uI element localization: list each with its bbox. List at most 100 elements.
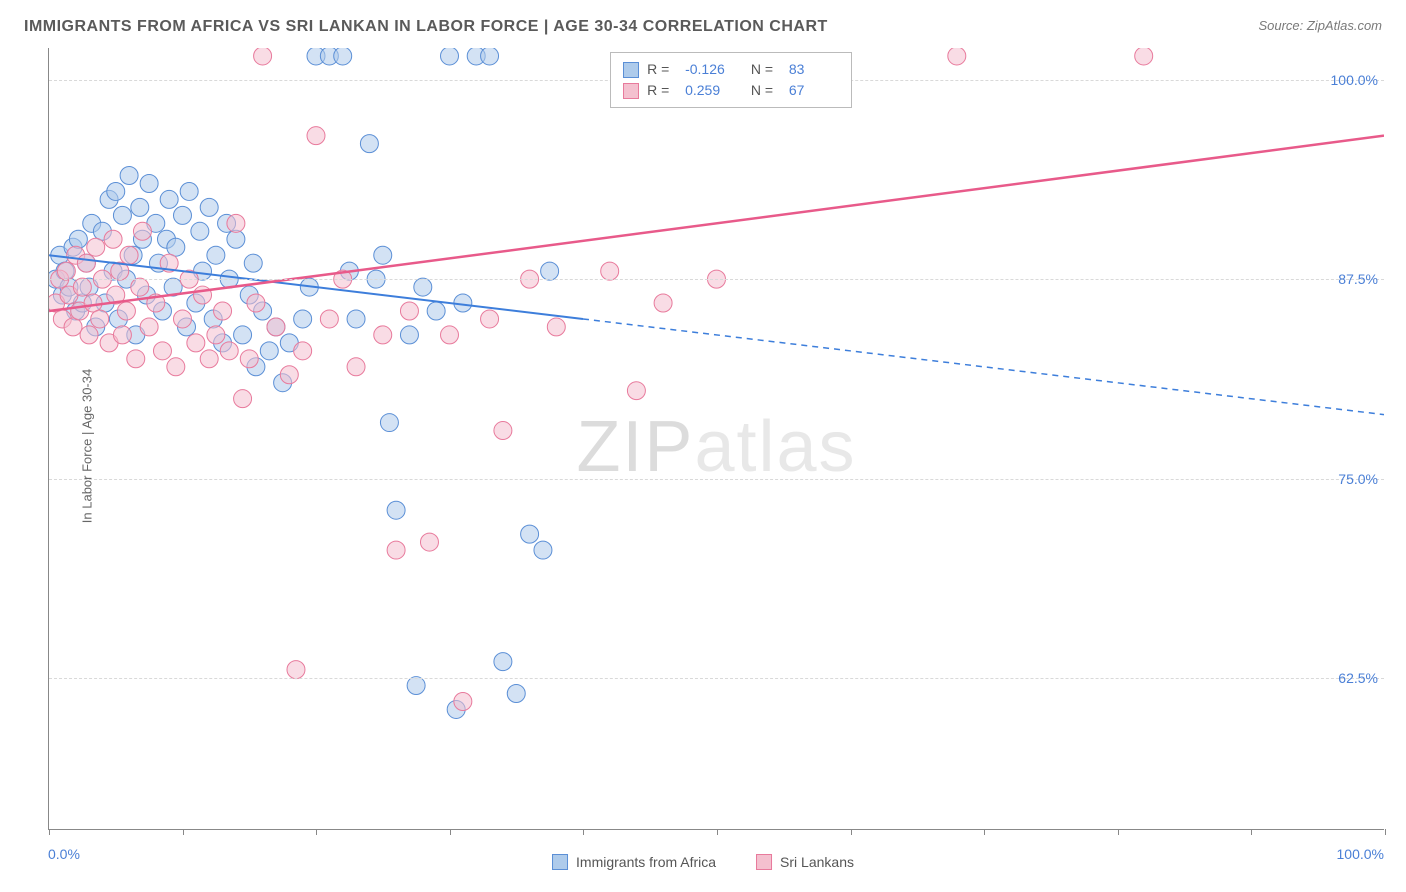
- scatter-point: [91, 310, 109, 328]
- x-tick-mark: [316, 829, 317, 835]
- scatter-point: [127, 350, 145, 368]
- legend-r-label: R =: [647, 80, 677, 101]
- scatter-point: [191, 222, 209, 240]
- scatter-point: [441, 326, 459, 344]
- scatter-point: [334, 48, 352, 65]
- page-container: IMMIGRANTS FROM AFRICA VS SRI LANKAN IN …: [0, 0, 1406, 892]
- scatter-point: [521, 525, 539, 543]
- scatter-point: [200, 198, 218, 216]
- scatter-point: [374, 246, 392, 264]
- scatter-point: [244, 254, 262, 272]
- legend-swatch: [623, 83, 639, 99]
- scatter-point: [207, 326, 225, 344]
- scatter-point: [107, 182, 125, 200]
- legend-n-value: 67: [789, 80, 839, 101]
- legend-swatch: [623, 62, 639, 78]
- scatter-point: [120, 246, 138, 264]
- scatter-point: [64, 318, 82, 336]
- scatter-point: [320, 310, 338, 328]
- scatter-point: [387, 501, 405, 519]
- scatter-point: [481, 48, 499, 65]
- x-tick-mark: [49, 829, 50, 835]
- scatter-point: [441, 48, 459, 65]
- x-tick-mark: [851, 829, 852, 835]
- scatter-point: [140, 174, 158, 192]
- scatter-point: [507, 685, 525, 703]
- scatter-point: [347, 358, 365, 376]
- scatter-point: [267, 318, 285, 336]
- scatter-point: [414, 278, 432, 296]
- scatter-point: [207, 246, 225, 264]
- scatter-point: [234, 390, 252, 408]
- gridline-h: [49, 479, 1384, 480]
- x-tick-mark: [183, 829, 184, 835]
- scatter-point: [113, 326, 131, 344]
- y-tick-label: 62.5%: [1338, 670, 1378, 686]
- legend-item: Sri Lankans: [756, 854, 854, 870]
- y-tick-label: 100.0%: [1331, 72, 1378, 88]
- scatter-point: [360, 135, 378, 153]
- scatter-point: [84, 294, 102, 312]
- scatter-point: [200, 350, 218, 368]
- x-tick-mark: [583, 829, 584, 835]
- x-tick-mark: [450, 829, 451, 835]
- scatter-point: [420, 533, 438, 551]
- scatter-point: [180, 182, 198, 200]
- legend-r-label: R =: [647, 59, 677, 80]
- legend-r-value: -0.126: [685, 59, 735, 80]
- x-tick-mark: [1118, 829, 1119, 835]
- scatter-point: [400, 326, 418, 344]
- scatter-point: [77, 254, 95, 272]
- legend-label: Sri Lankans: [780, 854, 854, 870]
- scatter-point: [494, 653, 512, 671]
- scatter-point: [948, 48, 966, 65]
- scatter-point: [167, 238, 185, 256]
- scatter-point: [601, 262, 619, 280]
- scatter-point: [234, 326, 252, 344]
- legend-swatch: [756, 854, 772, 870]
- scatter-point: [160, 190, 178, 208]
- scatter-point: [214, 302, 232, 320]
- scatter-point: [174, 206, 192, 224]
- legend-r-value: 0.259: [685, 80, 735, 101]
- scatter-point: [227, 230, 245, 248]
- scatter-point: [57, 262, 75, 280]
- scatter-point: [654, 294, 672, 312]
- scatter-point: [534, 541, 552, 559]
- scatter-point: [220, 342, 238, 360]
- scatter-point: [240, 350, 258, 368]
- scatter-point: [294, 310, 312, 328]
- scatter-point: [347, 310, 365, 328]
- correlation-legend-box: R = -0.126 N = 83R = 0.259 N = 67: [610, 52, 852, 108]
- x-tick-mark: [1385, 829, 1386, 835]
- legend-n-label: N =: [743, 80, 781, 101]
- scatter-point: [541, 262, 559, 280]
- scatter-point: [307, 127, 325, 145]
- scatter-point: [187, 334, 205, 352]
- scatter-point: [547, 318, 565, 336]
- scatter-point: [73, 278, 91, 296]
- scatter-point: [153, 342, 171, 360]
- y-tick-label: 75.0%: [1338, 471, 1378, 487]
- x-tick-mark: [984, 829, 985, 835]
- scatter-point: [494, 422, 512, 440]
- scatter-point: [400, 302, 418, 320]
- scatter-point: [454, 693, 472, 711]
- scatter-point: [120, 167, 138, 185]
- scatter-point: [427, 302, 445, 320]
- plot-area: ZIPatlas 62.5%75.0%87.5%100.0%R = -0.126…: [48, 48, 1384, 830]
- correlation-legend-row: R = 0.259 N = 67: [623, 80, 839, 101]
- correlation-legend-row: R = -0.126 N = 83: [623, 59, 839, 80]
- scatter-point: [247, 294, 265, 312]
- x-tick-label: 100.0%: [1337, 846, 1384, 862]
- scatter-point: [374, 326, 392, 344]
- header: IMMIGRANTS FROM AFRICA VS SRI LANKAN IN …: [0, 0, 1406, 44]
- scatter-point: [227, 214, 245, 232]
- x-tick-mark: [1251, 829, 1252, 835]
- scatter-point: [481, 310, 499, 328]
- chart-title: IMMIGRANTS FROM AFRICA VS SRI LANKAN IN …: [24, 18, 828, 36]
- scatter-point: [69, 230, 87, 248]
- scatter-point: [131, 198, 149, 216]
- legend-bottom: Immigrants from AfricaSri Lankans: [552, 854, 854, 870]
- scatter-point: [387, 541, 405, 559]
